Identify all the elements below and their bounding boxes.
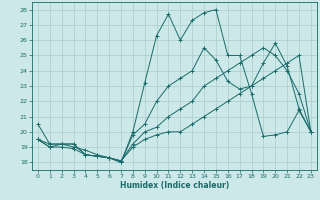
- X-axis label: Humidex (Indice chaleur): Humidex (Indice chaleur): [120, 181, 229, 190]
